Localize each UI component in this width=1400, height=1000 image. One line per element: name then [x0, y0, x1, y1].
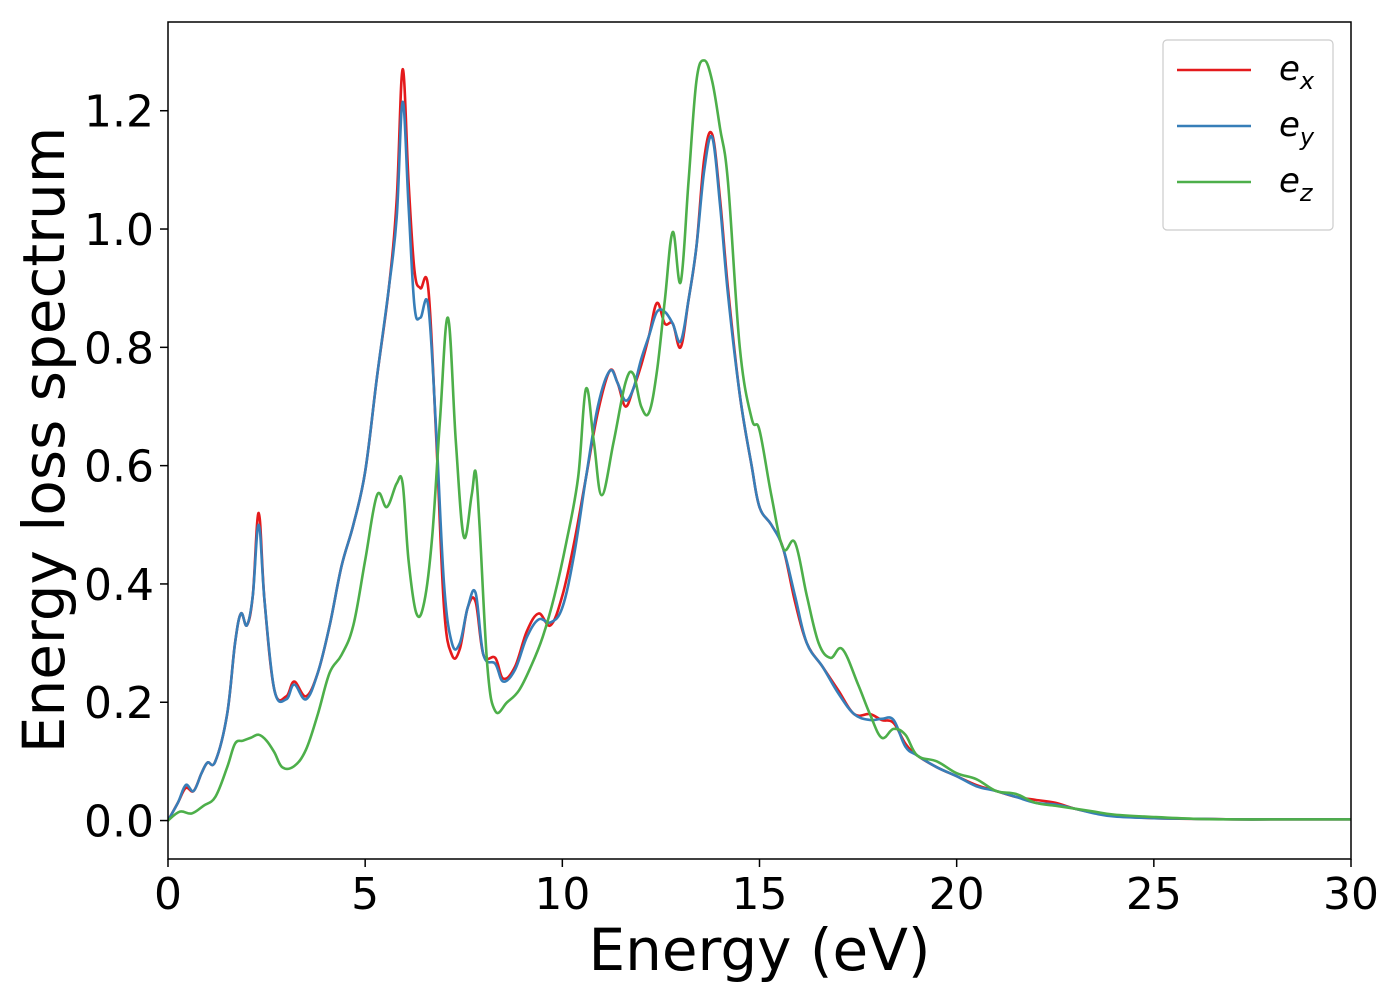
y-tick-label: 0.6 [84, 442, 154, 493]
y-tick-label: 1.0 [84, 205, 154, 256]
y-axis-title: Energy loss spectrum [10, 127, 78, 753]
y-tick-label: 0.0 [84, 797, 154, 848]
x-tick-label: 10 [534, 869, 590, 920]
x-tick-label: 20 [929, 869, 985, 920]
legend: ex ey ez [1162, 39, 1334, 231]
series-line-y [168, 100, 1351, 822]
y-tick-label: 0.2 [84, 678, 154, 729]
x-tick-label: 5 [351, 869, 379, 920]
y-tick-label: 1.2 [84, 87, 154, 138]
series-line-z [168, 59, 1351, 822]
x-axis-title: Energy (eV) [588, 916, 930, 984]
x-tick-label: 0 [154, 869, 182, 920]
ticks-layer: 0 5 10 15 20 25 30 0.0 0.2 0.4 0.6 0.8 1.0 1.2 [84, 87, 1379, 920]
x-tick-label: 25 [1126, 869, 1182, 920]
legend-label-x: ex [1279, 49, 1315, 95]
legend-label-y: ey [1279, 105, 1315, 151]
y-tick-label: 0.4 [84, 560, 154, 611]
legend-label-z: ez [1279, 161, 1314, 207]
series-lines-layer [168, 59, 1351, 822]
y-tick-label: 0.8 [84, 323, 154, 374]
x-tick-label: 30 [1323, 869, 1379, 920]
x-tick-label: 15 [732, 869, 788, 920]
